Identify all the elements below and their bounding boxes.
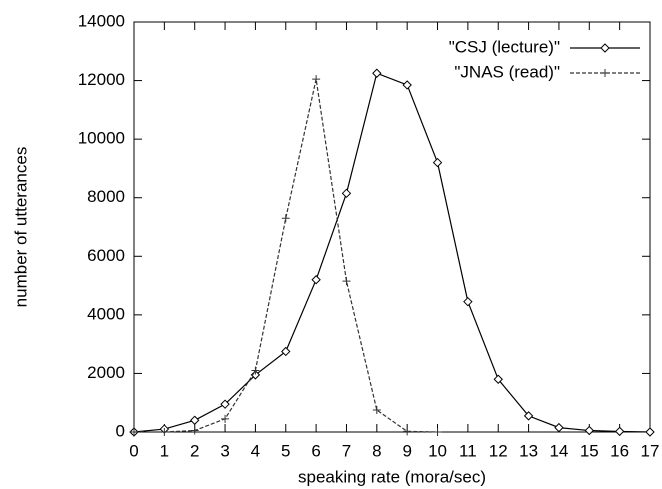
data-point xyxy=(463,296,473,307)
data-point xyxy=(584,425,595,436)
y-tick-label: 0 xyxy=(116,421,125,440)
data-point xyxy=(341,188,352,199)
x-tick-label: 13 xyxy=(519,441,538,460)
x-tick-label: 17 xyxy=(641,441,660,460)
x-tick-label: 0 xyxy=(129,441,138,460)
series-line xyxy=(134,78,438,433)
data-point xyxy=(493,374,503,384)
data-point xyxy=(221,414,230,423)
data-point xyxy=(311,275,321,285)
data-point xyxy=(645,427,655,437)
data-point xyxy=(190,426,199,435)
y-tick-label: 8000 xyxy=(87,187,125,206)
x-tick-label: 3 xyxy=(220,441,229,460)
data-point xyxy=(614,426,625,437)
legend-marker xyxy=(601,69,609,77)
x-tick-label: 6 xyxy=(311,441,320,460)
data-point xyxy=(281,346,291,357)
data-point xyxy=(251,366,260,375)
y-tick-label: 4000 xyxy=(87,304,125,323)
x-axis-label: speaking rate (mora/sec) xyxy=(298,467,486,486)
x-tick-label: 4 xyxy=(251,441,260,460)
legend-label: "CSJ (lecture)" xyxy=(449,37,560,56)
x-tick-label: 11 xyxy=(459,441,477,460)
x-tick-label: 5 xyxy=(281,441,290,460)
x-tick-label: 15 xyxy=(580,441,599,460)
data-point xyxy=(432,157,443,168)
data-point xyxy=(372,68,382,78)
data-point xyxy=(189,415,200,425)
plot-frame xyxy=(133,21,651,433)
data-point xyxy=(433,428,442,436)
y-tick-label: 6000 xyxy=(87,246,125,265)
data-point xyxy=(160,428,169,436)
legend-label: "JNAS (read)" xyxy=(454,62,560,81)
x-tick-label: 12 xyxy=(489,441,508,460)
x-tick-label: 14 xyxy=(549,441,568,460)
x-tick-label: 2 xyxy=(190,441,199,460)
x-tick-label: 7 xyxy=(342,441,351,460)
y-tick-label: 2000 xyxy=(87,363,125,382)
x-tick-label: 1 xyxy=(160,441,169,460)
x-tick-label: 8 xyxy=(372,441,381,460)
data-point xyxy=(130,428,138,436)
x-tick-label: 16 xyxy=(610,441,629,460)
data-point xyxy=(312,75,321,84)
y-axis-label: number of utterances xyxy=(11,147,30,308)
data-point xyxy=(220,399,230,409)
data-point xyxy=(281,214,290,223)
data-point xyxy=(372,406,381,415)
data-point xyxy=(342,277,351,286)
series-line xyxy=(133,72,651,433)
y-tick-label: 12000 xyxy=(78,70,125,89)
y-tick-label: 10000 xyxy=(78,129,125,148)
x-tick-label: 9 xyxy=(402,441,411,460)
data-point xyxy=(402,80,412,90)
data-point xyxy=(554,422,564,433)
data-point xyxy=(403,427,412,436)
data-point xyxy=(523,411,534,421)
y-tick-label: 14000 xyxy=(78,11,125,30)
legend-marker xyxy=(600,43,610,53)
x-tick-label: 10 xyxy=(428,441,447,460)
